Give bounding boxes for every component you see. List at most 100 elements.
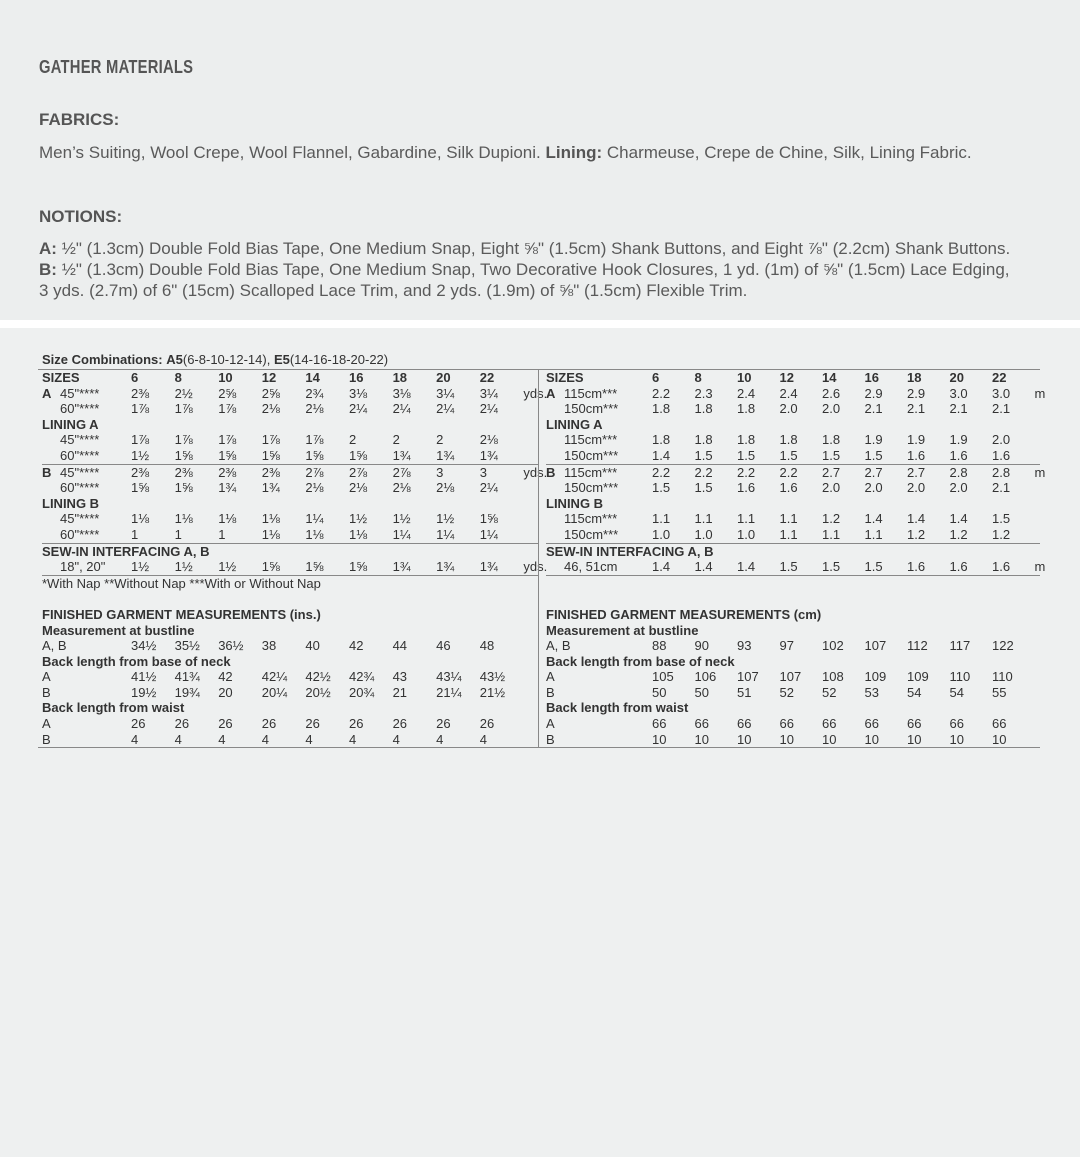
row-label: 60"**** xyxy=(60,526,100,542)
table-row: 115cm*** 1.8 1.8 1.8 1.8 1.8 1.9 1.9 1.9 2.0 xyxy=(546,432,1040,448)
cell-value: 2¼ xyxy=(479,401,498,417)
cell-value: 42 xyxy=(218,669,233,685)
cell-value: 1.8 xyxy=(694,432,713,448)
cell-value: 2⅛ xyxy=(305,480,324,496)
cell-value: 109 xyxy=(907,669,929,685)
cell-value: 26 xyxy=(305,716,320,732)
cell-value: 1.5 xyxy=(992,511,1011,527)
table-row: 18", 20" 1½ 1½ 1½ 1⅝ 1⅝ 1⅝ 1¾ 1¾ 1¾ yds. xyxy=(42,559,547,576)
cell-value: 1⅝ xyxy=(348,559,368,575)
cell-value: 2⅜ xyxy=(131,464,150,480)
cell-value: 2.0 xyxy=(907,480,926,496)
cell-value: 1⅛ xyxy=(261,511,280,527)
row-label: 60"**** xyxy=(60,401,100,417)
size-combinations: Size Combinations: A5(6-8-10-12-14), E5(… xyxy=(42,352,388,367)
cell-value: 1.8 xyxy=(737,432,756,448)
cell-value: 21½ xyxy=(479,684,506,700)
cell-value: 1.6 xyxy=(992,447,1011,463)
cell-value: 14 xyxy=(822,370,837,385)
cell-value: 66 xyxy=(779,716,794,732)
cell-value: 1.1 xyxy=(779,526,798,542)
cell-value: 26 xyxy=(436,716,451,732)
table-row xyxy=(42,591,538,607)
cell-value: 1½ xyxy=(436,511,455,527)
cell-value: 43½ xyxy=(479,669,506,685)
cell-value: 22 xyxy=(992,370,1007,385)
cell-value: 3 xyxy=(479,464,487,480)
table-row: 150cm*** 1.4 1.5 1.5 1.5 1.5 1.5 1.6 1.6 1.6 xyxy=(546,448,1040,464)
view-b-label: B: xyxy=(39,260,57,279)
cell-value: 21 xyxy=(392,684,408,700)
cell-value: 105 xyxy=(652,669,674,685)
cell-value: 1.8 xyxy=(779,432,798,448)
cell-value: 1 xyxy=(218,526,226,542)
cell-value: 110 xyxy=(949,669,971,685)
cell-value: 2¼ xyxy=(392,401,411,417)
table-row: Back length from base of neck xyxy=(546,654,1040,670)
cell-value: 1.6 xyxy=(907,447,926,463)
cell-value: 4 xyxy=(392,731,400,747)
notions-a: A: ½" (1.3cm) Double Fold Bias Tape, One… xyxy=(39,238,1010,259)
cell-value: 20¼ xyxy=(261,684,288,700)
row-label: 60"**** xyxy=(60,447,100,463)
row-label: LINING A xyxy=(42,416,99,432)
cell-value: 2 xyxy=(348,432,357,448)
cell-value: 102 xyxy=(822,638,844,654)
cell-value: 21¼ xyxy=(436,684,462,700)
cell-value: 12 xyxy=(779,370,794,385)
row-label: FINISHED GARMENT MEASUREMENTS (ins.) xyxy=(42,606,321,622)
divider-band xyxy=(0,320,1080,328)
cell-value: 54 xyxy=(907,684,922,700)
cell-value: 2.8 xyxy=(949,464,968,480)
cell-value: 1.1 xyxy=(652,511,671,527)
cell-value: 52 xyxy=(822,684,837,700)
row-label: A xyxy=(546,716,555,732)
row-label: B xyxy=(546,731,555,747)
cell-value: 40 xyxy=(305,638,320,654)
cell-value: 26 xyxy=(348,716,364,732)
row-label: Measurement at bustline xyxy=(42,622,195,638)
cell-value: 2½ xyxy=(174,385,193,401)
cell-value: 6 xyxy=(652,370,660,385)
cell-value: 1.6 xyxy=(737,480,756,496)
cell-value: 10 xyxy=(694,731,709,747)
cell-value: 1⅞ xyxy=(174,432,193,448)
cell-value: 110 xyxy=(992,669,1013,685)
table-row: SEW-IN INTERFACING A, B xyxy=(42,542,538,560)
combo-e5-sizes: (14-16-18-20-22) xyxy=(289,352,389,367)
row-label xyxy=(546,576,652,592)
table-row: B 10 10 10 10 10 10 10 10 10 xyxy=(546,732,1040,748)
cell-value: 1.1 xyxy=(822,526,841,542)
lining-list: Charmeuse, Crepe de Chine, Silk, Lining … xyxy=(606,143,972,162)
table-row: 46, 51cm 1.4 1.4 1.4 1.5 1.5 1.5 1.6 1.6 1.6 m xyxy=(546,559,1045,576)
cell-value: 1.1 xyxy=(737,511,756,527)
cell-value: 20 xyxy=(436,370,451,385)
table-row: B 45"**** 2⅜ 2⅜ 2⅜ 2⅜ 2⅞ 2⅞ 2⅞ 3 3 yds. xyxy=(42,463,547,481)
cell-value: 1⅝ xyxy=(479,511,498,527)
cell-value: 43¼ xyxy=(436,669,462,685)
cell-value: 1.5 xyxy=(694,480,713,496)
cell-value: 1¾ xyxy=(436,559,455,575)
cell-value: 1.4 xyxy=(694,559,713,575)
cell-value: 35½ xyxy=(174,638,200,654)
notions-heading: NOTIONS: xyxy=(39,207,123,226)
cell-value: 1¼ xyxy=(305,511,324,527)
combo-e5: E5 xyxy=(273,352,290,367)
table-row: Measurement at bustline xyxy=(546,623,1040,639)
cell-value: 16 xyxy=(348,370,364,385)
cell-value: 2.4 xyxy=(779,385,798,401)
cell-value: 18 xyxy=(392,370,408,385)
cell-value: 2 xyxy=(436,432,444,448)
cell-value: 1¾ xyxy=(218,480,237,496)
row-label: Back length from base of neck xyxy=(546,653,735,669)
cell-value: 48 xyxy=(479,638,495,654)
cell-value: 4 xyxy=(261,731,270,747)
row-label: A, B xyxy=(42,638,67,654)
cell-value: 10 xyxy=(737,370,752,385)
cell-value: 1⅛ xyxy=(348,526,368,542)
unit-label: m xyxy=(1034,385,1046,401)
row-label: 115cm*** xyxy=(564,385,618,401)
cell-value: 1.5 xyxy=(822,559,841,575)
cell-value: 8 xyxy=(174,370,182,385)
cell-value: 2.6 xyxy=(822,385,841,401)
